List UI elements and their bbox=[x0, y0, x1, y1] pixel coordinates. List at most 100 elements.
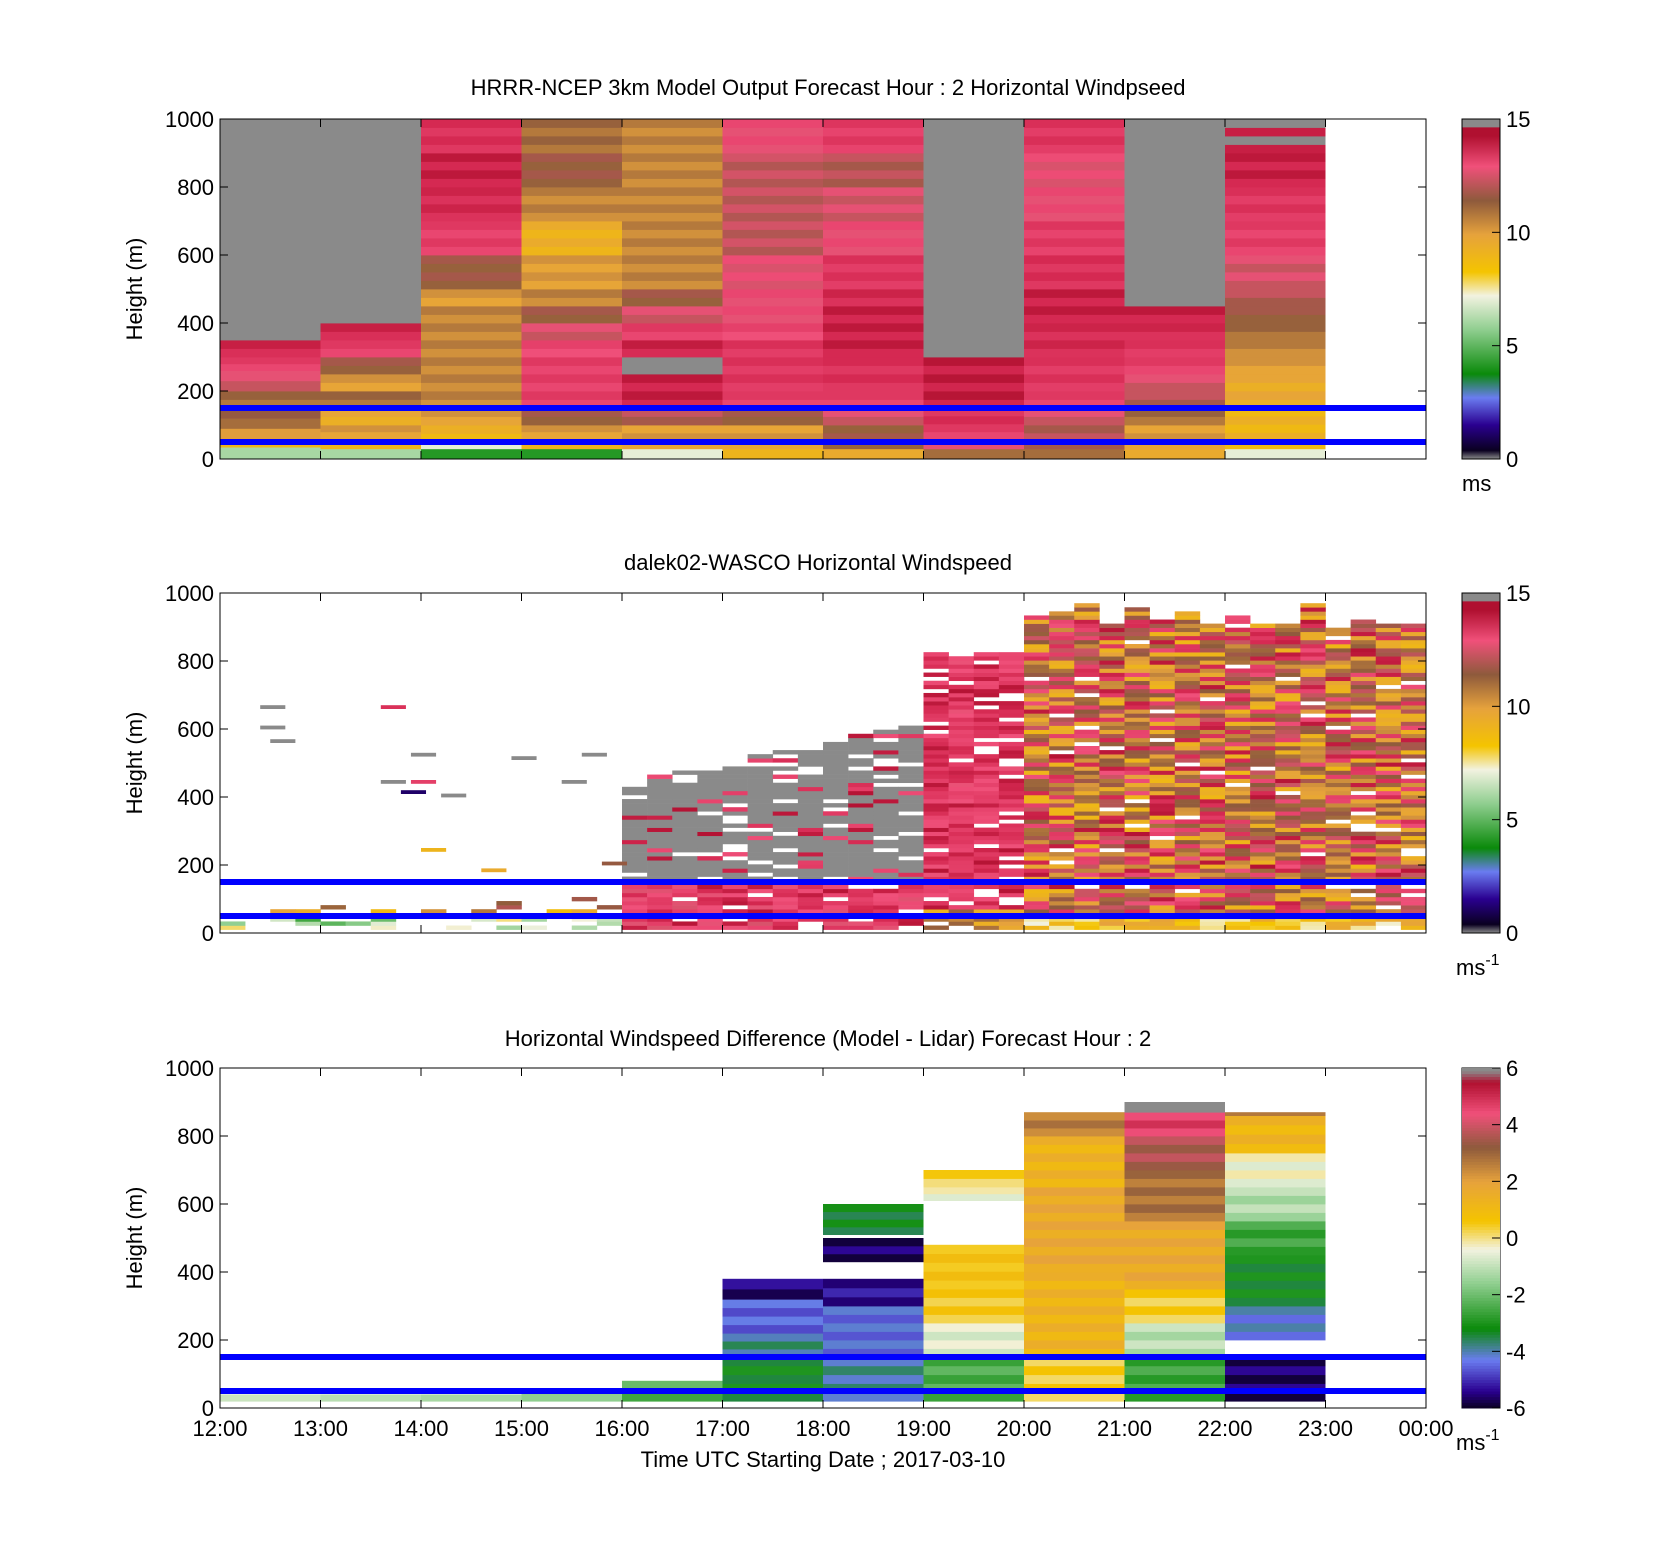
colorbar-swatch bbox=[1462, 1405, 1500, 1409]
y-tick-label: 200 bbox=[177, 379, 214, 404]
heatmap-cell bbox=[320, 306, 421, 315]
heatmap-cell bbox=[772, 852, 799, 857]
heatmap-cell bbox=[823, 758, 849, 763]
heatmap-cell bbox=[521, 448, 622, 459]
heatmap-cell bbox=[596, 917, 623, 922]
heatmap-cell bbox=[722, 909, 748, 914]
heatmap-cell bbox=[1275, 831, 1301, 837]
heatmap-cell bbox=[1225, 448, 1326, 459]
heatmap-cell bbox=[421, 1394, 522, 1402]
heatmap-cell bbox=[1199, 905, 1226, 910]
heatmap-cell bbox=[823, 357, 924, 366]
colorbar-swatch bbox=[1462, 1141, 1500, 1145]
heatmap-cell bbox=[1199, 864, 1226, 869]
heatmap-cell bbox=[1199, 848, 1226, 853]
heatmap-cell bbox=[823, 770, 849, 775]
heatmap-cell bbox=[1024, 688, 1050, 694]
heatmap-cell bbox=[1124, 221, 1225, 230]
heatmap-cell bbox=[421, 229, 522, 239]
heatmap-cell bbox=[797, 868, 824, 873]
heatmap-cell bbox=[823, 909, 849, 914]
heatmap-cell bbox=[1250, 644, 1276, 649]
heatmap-cell bbox=[848, 856, 874, 861]
heatmap-cell bbox=[1275, 905, 1301, 910]
heatmap-cell bbox=[923, 746, 949, 751]
heatmap-cell bbox=[1225, 399, 1326, 409]
heatmap-cell bbox=[1074, 782, 1100, 788]
heatmap-cell bbox=[1350, 692, 1377, 698]
heatmap-cell bbox=[1375, 774, 1402, 779]
heatmap-cell bbox=[722, 1392, 823, 1402]
heatmap-cell bbox=[923, 1348, 1024, 1358]
heatmap-cell bbox=[1074, 709, 1100, 714]
heatmap-cell bbox=[823, 323, 924, 332]
heatmap-cell bbox=[1400, 705, 1426, 710]
heatmap-cell bbox=[1225, 737, 1251, 743]
heatmap-cell bbox=[1375, 680, 1402, 686]
heatmap-cell bbox=[1074, 921, 1100, 926]
heatmap-cell bbox=[722, 195, 823, 205]
heatmap-cell bbox=[1225, 852, 1251, 857]
heatmap-cell bbox=[1024, 648, 1050, 653]
heatmap-cell bbox=[1124, 1365, 1225, 1376]
heatmap-cell bbox=[973, 827, 1000, 832]
heatmap-cell bbox=[948, 888, 975, 894]
heatmap-cell bbox=[1225, 635, 1251, 641]
heatmap-cell bbox=[873, 733, 899, 739]
heatmap-cell bbox=[1124, 1112, 1225, 1121]
heatmap-cell bbox=[220, 263, 321, 273]
heatmap-cell bbox=[1225, 905, 1251, 910]
heatmap-cell bbox=[1124, 1280, 1225, 1290]
heatmap-cell bbox=[747, 901, 774, 906]
heatmap-cell bbox=[1099, 729, 1125, 735]
heatmap-cell bbox=[521, 365, 622, 375]
heatmap-cell bbox=[973, 782, 1000, 788]
heatmap-cell bbox=[1174, 856, 1201, 861]
heatmap-cell bbox=[1049, 864, 1075, 869]
heatmap-cell bbox=[1225, 790, 1251, 796]
heatmap-cell bbox=[1400, 839, 1426, 845]
heatmap-cell bbox=[1225, 619, 1251, 624]
heatmap-cell bbox=[622, 448, 723, 459]
heatmap-cell bbox=[1375, 758, 1402, 763]
heatmap-cell bbox=[320, 297, 421, 307]
heatmap-cell bbox=[1049, 884, 1075, 890]
heatmap-cell bbox=[1024, 835, 1050, 841]
heatmap-cell bbox=[973, 909, 1000, 914]
heatmap-cell bbox=[622, 901, 648, 906]
heatmap-cell bbox=[747, 807, 774, 812]
heatmap-cell bbox=[1099, 864, 1125, 869]
heatmap-cell bbox=[521, 229, 622, 239]
heatmap-cell bbox=[697, 917, 723, 922]
heatmap-cell bbox=[722, 1289, 823, 1300]
heatmap-cell bbox=[1099, 921, 1125, 926]
heatmap-cell bbox=[772, 921, 799, 926]
heatmap-cell bbox=[1174, 848, 1201, 853]
heatmap-cell bbox=[772, 750, 799, 755]
heatmap-cell bbox=[898, 901, 924, 906]
heatmap-cell bbox=[622, 195, 723, 205]
heatmap-cell bbox=[923, 835, 949, 841]
heatmap-cell bbox=[923, 819, 949, 824]
heatmap-cell bbox=[747, 843, 774, 849]
heatmap-cell bbox=[1024, 733, 1050, 739]
heatmap-cell bbox=[622, 204, 723, 213]
colorbar-swatch bbox=[1462, 1308, 1500, 1313]
heatmap-cell bbox=[1350, 729, 1377, 735]
heatmap-cell bbox=[923, 178, 1024, 188]
heatmap-cell bbox=[1024, 709, 1050, 714]
heatmap-cell bbox=[1149, 860, 1176, 865]
heatmap-cell bbox=[220, 370, 321, 382]
heatmap-cell bbox=[1124, 1238, 1225, 1247]
heatmap-cell bbox=[1225, 750, 1251, 755]
heatmap-cell bbox=[747, 758, 774, 763]
heatmap-cell bbox=[647, 803, 673, 808]
y-tick-label: 200 bbox=[177, 1328, 214, 1353]
heatmap-cell bbox=[1325, 921, 1351, 926]
heatmap-cell bbox=[421, 246, 522, 256]
heatmap-cell bbox=[647, 872, 673, 877]
heatmap-cell bbox=[923, 280, 1024, 290]
heatmap-cell bbox=[973, 754, 1000, 759]
heatmap-cell bbox=[1024, 144, 1125, 154]
heatmap-cell bbox=[1225, 1246, 1326, 1256]
